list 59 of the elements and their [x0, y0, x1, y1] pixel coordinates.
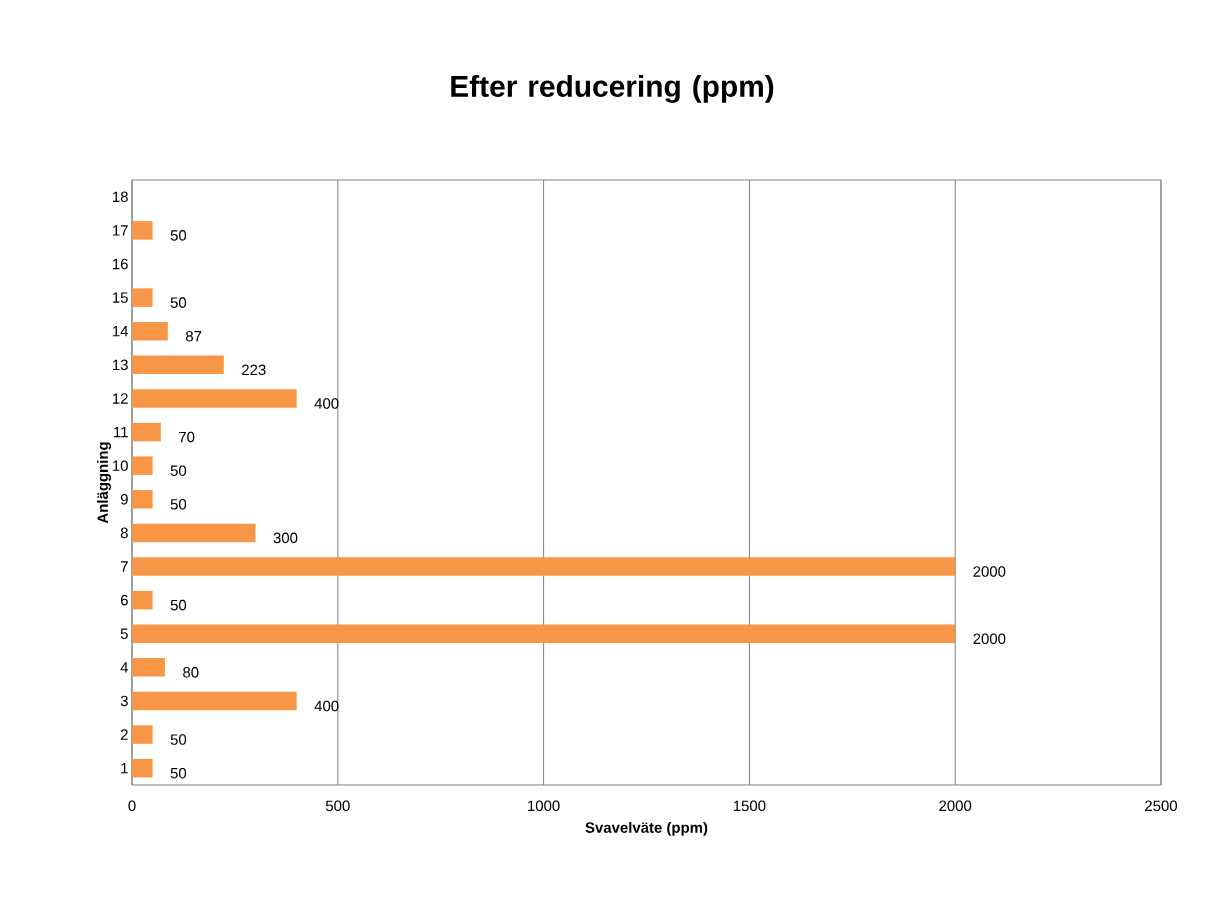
data-label: 50 [170, 230, 187, 241]
bar [132, 523, 256, 543]
bar [132, 355, 224, 375]
bar [132, 658, 165, 677]
data-label: 400 [314, 700, 339, 712]
y-tick-label: 7 [120, 561, 128, 572]
y-tick-label: 3 [120, 695, 128, 707]
y-tick-label: 2 [120, 729, 128, 740]
bar [132, 590, 153, 610]
chart-title: Efter reducering (ppm) [451, 74, 774, 103]
x-tick-label: 2000 [939, 800, 972, 812]
y-tick-label: 9 [120, 494, 128, 505]
data-label: 2000 [973, 633, 1006, 645]
data-label: 2000 [973, 566, 1006, 577]
x-tick-label: 500 [325, 800, 350, 812]
data-label: 400 [314, 398, 339, 409]
y-tick-label: 4 [120, 662, 129, 673]
x-tick-label: 2500 [1145, 800, 1178, 812]
y-tick-label: 11 [114, 426, 128, 438]
bar [132, 422, 161, 442]
data-label: 50 [170, 465, 187, 476]
data-label: 50 [170, 297, 187, 308]
x-tick-label: 1000 [528, 800, 560, 812]
data-label: 223 [242, 364, 266, 376]
y-tick-label: 1 [121, 763, 128, 774]
y-tick-label: 15 [113, 292, 128, 303]
data-label: 80 [183, 667, 199, 678]
data-label: 50 [170, 499, 187, 510]
bar [132, 321, 168, 341]
y-axis-title: Anläggning [97, 442, 112, 524]
bar [132, 456, 153, 475]
y-tick-label: 13 [113, 359, 128, 371]
data-label: 87 [185, 330, 202, 342]
data-label: 50 [170, 599, 187, 611]
bar [132, 691, 297, 711]
y-tick-label: 14 [113, 326, 129, 337]
bar [132, 288, 153, 307]
y-tick-label: 17 [113, 225, 128, 236]
data-label: 300 [273, 532, 298, 544]
bar [132, 624, 956, 643]
y-tick-label: 12 [113, 393, 128, 404]
bar [132, 557, 956, 576]
y-tick-label: 10 [113, 460, 128, 471]
data-label: 70 [179, 431, 195, 443]
bar [132, 221, 153, 240]
data-label: 50 [170, 767, 187, 779]
x-axis-title: Svavelväte (ppm) [585, 821, 708, 836]
y-tick-label: 5 [120, 628, 128, 639]
y-tick-label: 8 [120, 527, 128, 539]
y-tick-label: 16 [113, 258, 128, 270]
x-tick-label: 1500 [733, 800, 766, 812]
bar [132, 758, 153, 778]
bar [132, 389, 297, 408]
data-label: 50 [170, 734, 187, 745]
bar [132, 725, 153, 744]
y-tick-label: 6 [120, 594, 128, 606]
y-tick-label: 18 [113, 191, 128, 203]
bar [132, 490, 153, 509]
x-tick-label: 0 [128, 800, 136, 812]
